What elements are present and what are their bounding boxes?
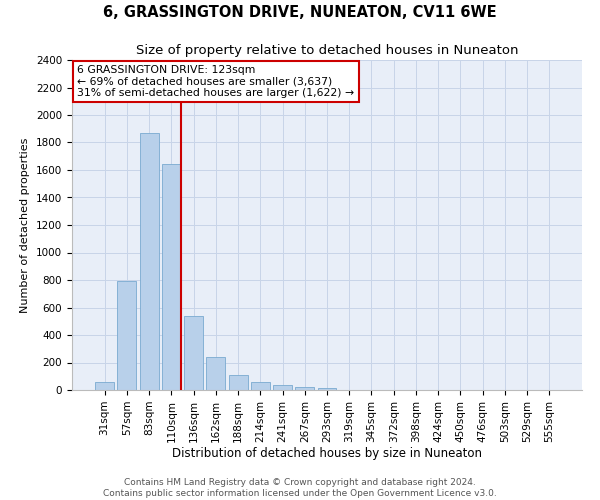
Title: Size of property relative to detached houses in Nuneaton: Size of property relative to detached ho… [136,44,518,58]
Bar [162,164,181,390]
Bar [229,375,248,390]
Bar [317,388,337,390]
Text: 6 GRASSINGTON DRIVE: 123sqm
← 69% of detached houses are smaller (3,637)
31% of : 6 GRASSINGTON DRIVE: 123sqm ← 69% of det… [77,65,354,98]
Bar [251,382,270,390]
Bar [184,316,203,390]
Bar [206,358,225,390]
Text: 6, GRASSINGTON DRIVE, NUNEATON, CV11 6WE: 6, GRASSINGTON DRIVE, NUNEATON, CV11 6WE [103,5,497,20]
Bar [118,282,136,390]
Text: Contains HM Land Registry data © Crown copyright and database right 2024.
Contai: Contains HM Land Registry data © Crown c… [103,478,497,498]
X-axis label: Distribution of detached houses by size in Nuneaton: Distribution of detached houses by size … [172,448,482,460]
Bar [140,133,158,390]
Y-axis label: Number of detached properties: Number of detached properties [20,138,31,312]
Bar [95,382,114,390]
Bar [273,385,292,390]
Bar [295,387,314,390]
